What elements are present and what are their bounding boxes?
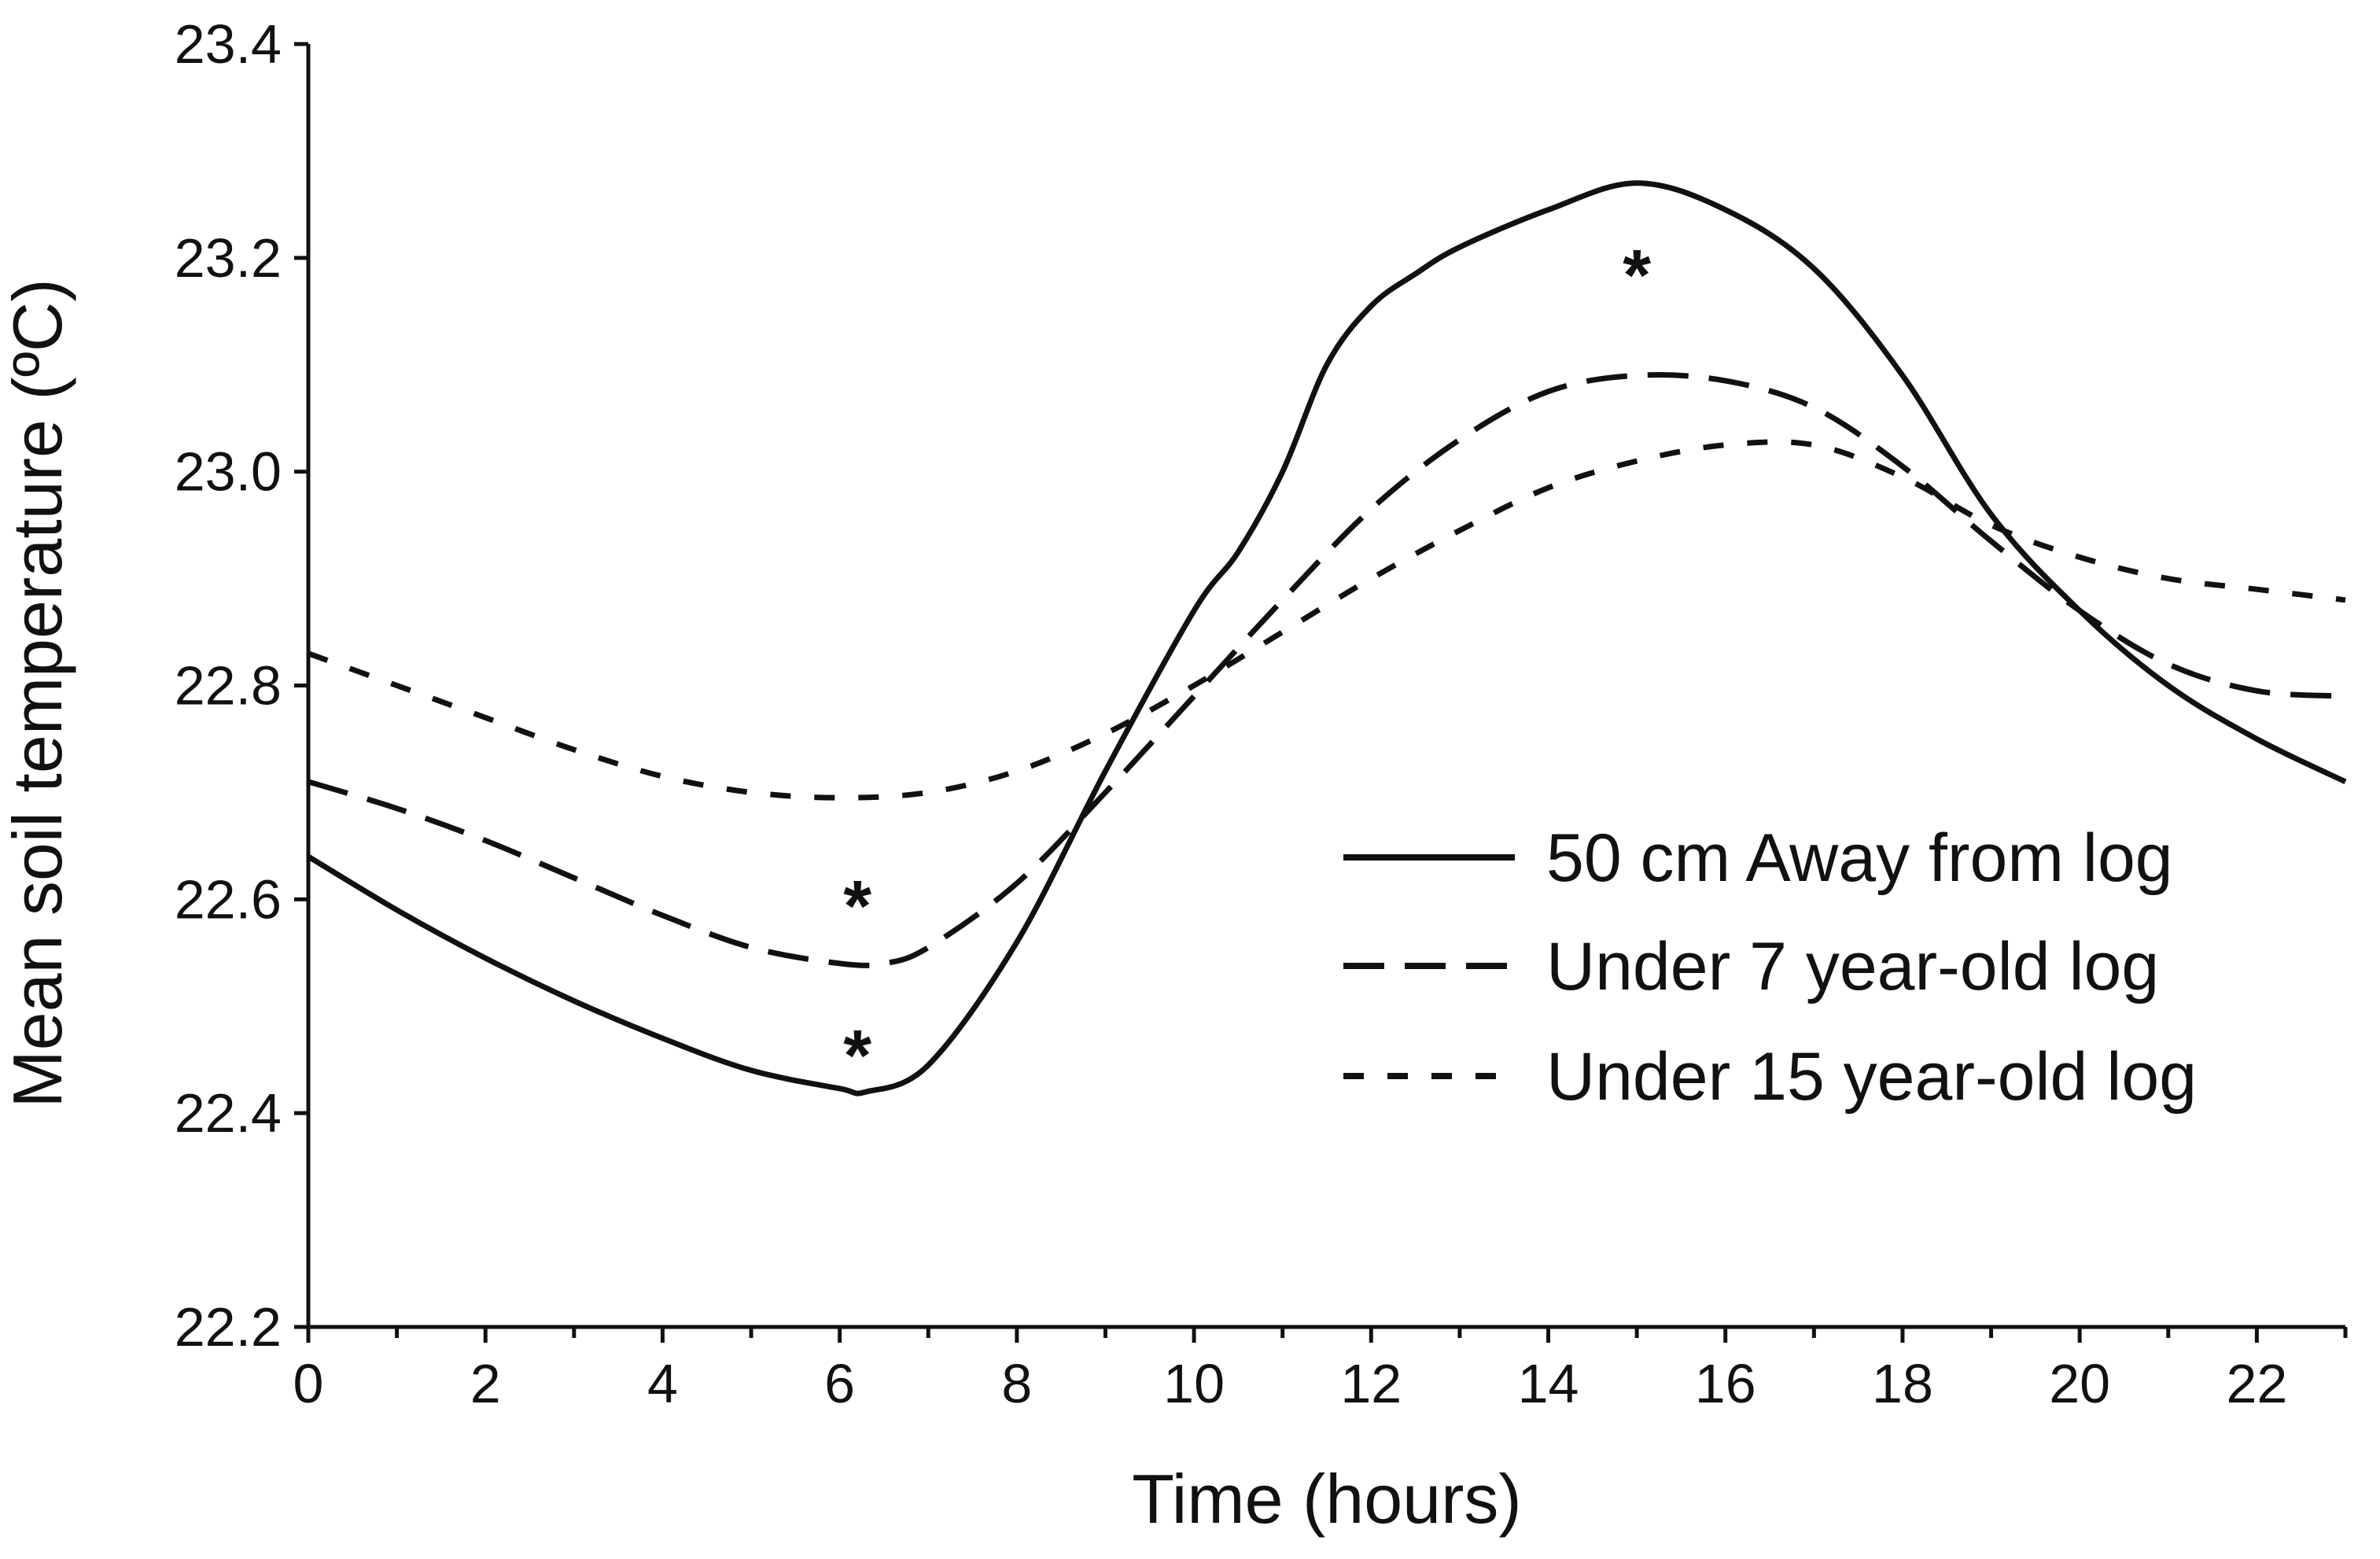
significance-asterisk: * (843, 866, 871, 946)
legend-label: Under 15 year-old log (1546, 1039, 2197, 1115)
x-tick-label: 14 (1518, 1353, 1579, 1414)
series-line-dashed (307, 371, 2346, 968)
y-tick-label: 23.0 (175, 441, 282, 503)
x-tick-label: 10 (1163, 1353, 1225, 1414)
legend-label: Under 7 year-old log (1546, 929, 2159, 1004)
significance-asterisk: * (843, 1016, 871, 1096)
x-tick-label: 4 (647, 1353, 678, 1414)
x-tick-label: 0 (293, 1353, 324, 1414)
y-tick-label: 22.2 (175, 1296, 282, 1358)
series-line-dotted (307, 439, 2346, 801)
y-tick-label: 22.8 (175, 655, 282, 717)
legend-label: 50 cm Away from log (1546, 820, 2173, 896)
series-line-solid (307, 180, 2347, 1096)
y-tick-label: 22.6 (175, 868, 282, 930)
x-tick-label: 8 (1001, 1353, 1032, 1414)
x-tick-label: 18 (1872, 1353, 1933, 1414)
x-tick-label: 16 (1695, 1353, 1756, 1414)
y-tick-label: 23.2 (175, 227, 282, 289)
x-tick-label: 22 (2226, 1353, 2287, 1414)
series-lines (307, 180, 2347, 1096)
x-tick-label: 6 (824, 1353, 855, 1414)
y-tick-label: 23.4 (175, 13, 282, 75)
x-tick-label: 12 (1340, 1353, 1402, 1414)
legend: 50 cm Away from log Under 7 year-old log U… (1343, 820, 2197, 1115)
x-axis-title: Time (hours) (1132, 1460, 1521, 1538)
significance-asterisk: * (1623, 235, 1651, 315)
x-tick-label: 20 (2049, 1353, 2110, 1414)
y-tick-label: 22.4 (175, 1082, 282, 1144)
significance-annotations: * * * (843, 235, 1651, 1096)
y-axis-title: Mean soil temperature (ºC) (0, 278, 76, 1108)
x-tick-label: 2 (470, 1353, 501, 1414)
axes: 22.2 22.4 22.6 22.8 23.0 23.2 23.4 0 2 4 6 8 10 12 14 1… (175, 13, 2348, 1414)
